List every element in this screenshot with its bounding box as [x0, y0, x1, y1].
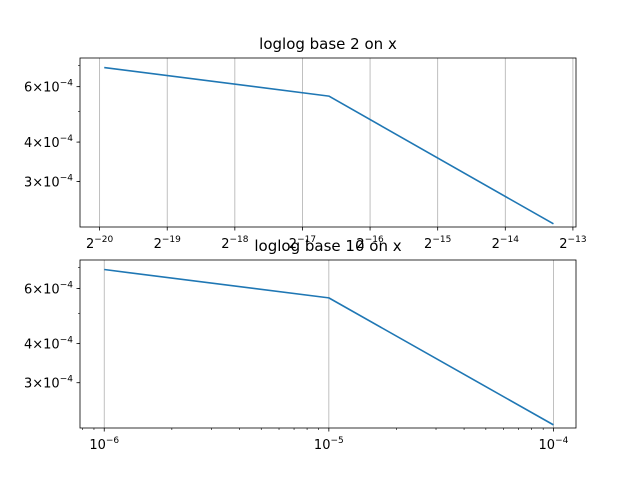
- chart-title: loglog base 10 on x: [254, 237, 401, 255]
- x-tick-label: 2−17: [289, 235, 316, 252]
- x-tick-label: 10−4: [539, 436, 569, 453]
- chart-bottom: loglog base 10 on x 10−6 10−5 10−4 6×10−4 4×…: [24, 237, 577, 453]
- y-tick-label: 4×10−4: [24, 134, 73, 151]
- chart-top: loglog base 2 on x 2−20 2−19 2−18 2−17 2−16 2…: [24, 35, 587, 252]
- chart-title: loglog base 2 on x: [259, 35, 397, 53]
- x-tick-label: 2−16: [356, 235, 384, 252]
- y-tick-label: 3×10−4: [24, 173, 73, 190]
- x-grid: [103, 260, 554, 428]
- x-tick-label: 2−19: [154, 235, 182, 252]
- y-tick-label: 6×10−4: [24, 281, 73, 298]
- x-tick-label: 10−6: [89, 436, 119, 453]
- x-tick-label: 2−14: [492, 235, 520, 252]
- x-grid: [99, 58, 574, 227]
- x-tick-label: 2−18: [221, 235, 249, 252]
- axes-frame: [79, 259, 577, 429]
- y-tick-label: 4×10−4: [24, 336, 73, 353]
- y-tick-label: 6×10−4: [24, 79, 73, 96]
- series-line: [104, 268, 554, 426]
- x-tick-label: 2−15: [424, 235, 451, 252]
- y-tick-label: 3×10−4: [24, 375, 73, 392]
- x-tick-label: 2−20: [86, 235, 114, 252]
- x-tick-label: 2−13: [559, 235, 586, 252]
- x-tick-label: 10−5: [314, 436, 344, 453]
- axes-frame: [79, 57, 577, 228]
- series-line: [104, 66, 554, 225]
